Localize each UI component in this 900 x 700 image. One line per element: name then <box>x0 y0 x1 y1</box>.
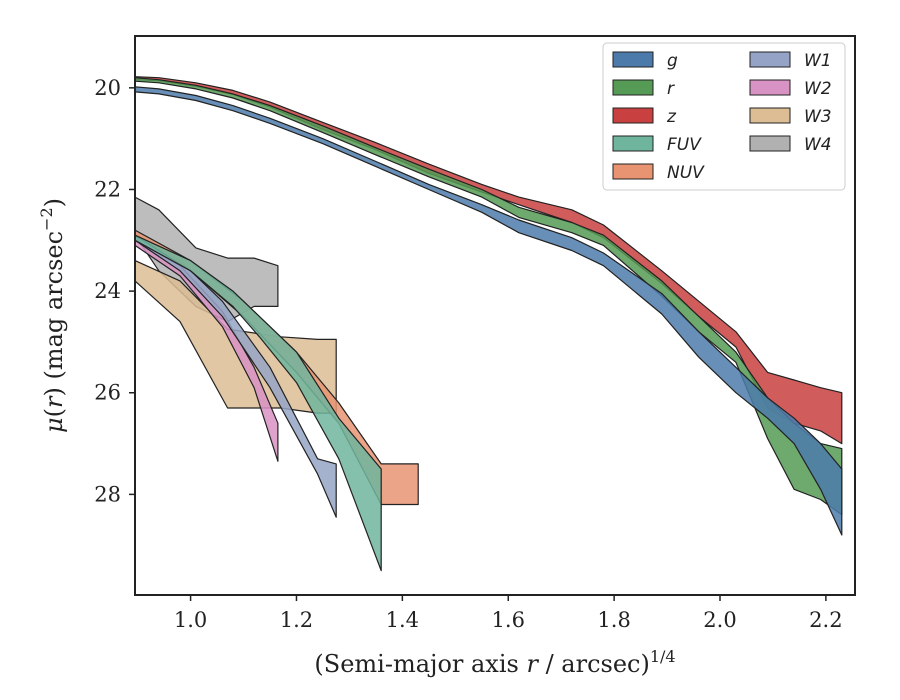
series-band-fuv <box>134 234 382 572</box>
axes-frame <box>134 35 856 596</box>
x-tick-label: 1.2 <box>280 608 313 632</box>
legend-label-z: z <box>666 107 677 127</box>
legend-swatch-fuv <box>612 135 654 152</box>
x-axis-label: (Semi-major axis r / arcsec)1/4 <box>314 647 675 678</box>
x-tick-label: 1.6 <box>492 608 525 632</box>
legend-swatch-w4 <box>749 135 791 152</box>
legend-label-w3: W3 <box>804 107 832 127</box>
legend-label-g: g <box>667 51 678 71</box>
legend-label-w2: W2 <box>804 79 832 99</box>
series-band-w1 <box>134 234 337 518</box>
y-tick-label: 26 <box>94 381 121 405</box>
legend-swatch-g <box>612 51 654 68</box>
legend-swatch-z <box>612 107 654 124</box>
x-tick-label: 1.0 <box>174 608 207 632</box>
ticks-layer: 1.0 1.2 1.4 1.6 1.8 2.0 2.2 20 22 24 26 28 <box>94 76 842 632</box>
y-tick-label: 22 <box>94 177 121 201</box>
legend-label-w1: W1 <box>804 51 832 71</box>
legend-swatch-nuv <box>612 163 654 180</box>
x-tick-label: 2.2 <box>809 608 842 632</box>
y-axis-label: μ(r) (mag arcsec−2) <box>37 198 68 433</box>
y-tick-label: 24 <box>94 279 121 303</box>
series-band-g <box>134 86 843 536</box>
legend-swatch-w3 <box>749 107 791 124</box>
legend: grz FUV NUV W1 W2 W3 W4 <box>602 42 846 191</box>
legend-label-nuv: NUV <box>667 163 705 183</box>
legend-swatch-w1 <box>749 51 791 68</box>
legend-label-w4: W4 <box>804 135 832 155</box>
x-tick-label: 1.8 <box>597 608 630 632</box>
legend-label-r: r <box>667 79 675 99</box>
x-tick-label: 2.0 <box>703 608 736 632</box>
legend-label-fuv: FUV <box>667 135 702 155</box>
y-tick-label: 28 <box>94 482 121 506</box>
x-tick-label: 1.4 <box>386 608 419 632</box>
y-tick-label: 20 <box>94 76 121 100</box>
legend-swatch-r <box>612 79 654 96</box>
series-layer <box>134 76 843 572</box>
legend-swatch-w2 <box>749 79 791 96</box>
